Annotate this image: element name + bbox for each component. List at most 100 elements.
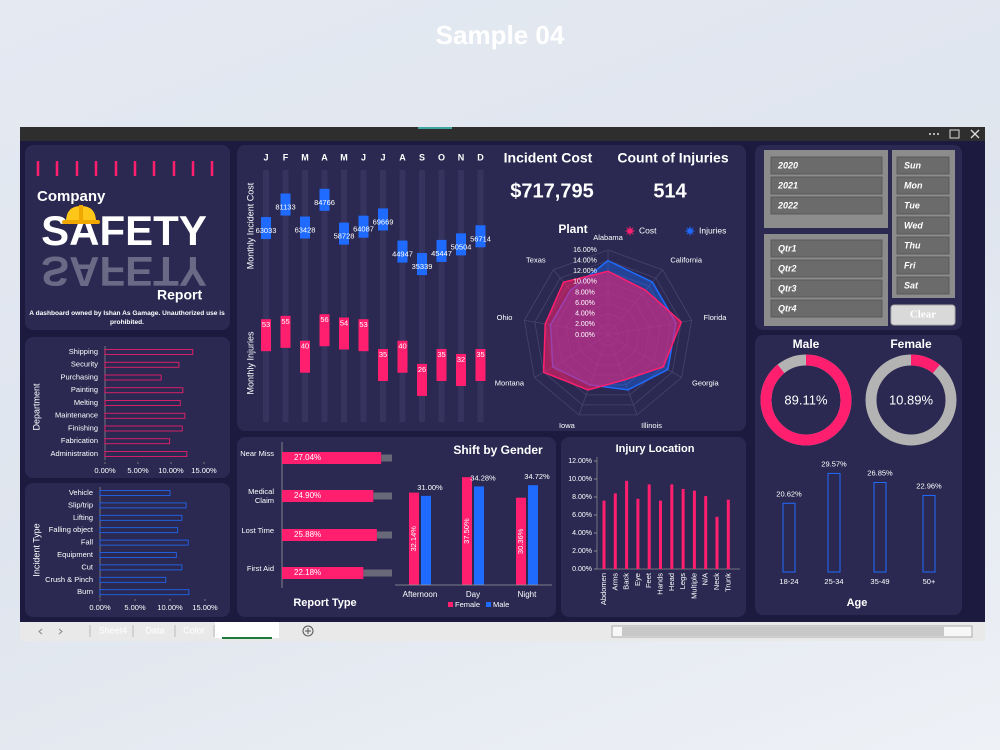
marker: [475, 349, 486, 381]
x-tick-label: 15.00%: [191, 466, 217, 475]
x-tick-label: Hands: [655, 573, 664, 595]
x-tick-label: 15.00%: [192, 603, 218, 612]
slicer-button[interactable]: [770, 196, 883, 215]
category-label: Painting: [71, 385, 98, 394]
category-label: Alabama: [593, 233, 623, 242]
slicer-label[interactable]: 2021: [777, 180, 798, 190]
data-label: 40: [398, 342, 406, 351]
slicer-label[interactable]: Qtr2: [778, 263, 797, 273]
legend-marker: [624, 225, 636, 237]
sheet-nav[interactable]: [38, 628, 63, 635]
slicer-button[interactable]: [896, 156, 950, 175]
slicer-label[interactable]: Qtr3: [778, 283, 797, 293]
y-axis-label: Incident Type: [31, 523, 41, 576]
bar: [99, 527, 179, 534]
slicer-button[interactable]: [896, 196, 950, 215]
r-tick-label: 6.00%: [575, 300, 595, 307]
data-label: 27.04%: [294, 453, 321, 462]
slicer-label[interactable]: Sat: [904, 280, 919, 290]
bar: [99, 539, 189, 546]
slicer-button[interactable]: [770, 176, 883, 195]
r-tick-label: 16.00%: [573, 247, 597, 254]
scroll-thumb[interactable]: [622, 627, 944, 636]
slicer-label[interactable]: Fri: [904, 260, 916, 270]
slicer-button[interactable]: [896, 236, 950, 255]
x-tick-label: J: [380, 152, 385, 162]
hard-hat: [62, 205, 100, 224]
decor-ticks: [36, 161, 214, 176]
brand-report: Report: [157, 287, 202, 303]
bar: [421, 495, 431, 585]
bar: [659, 500, 662, 569]
data-label: 26.85%: [867, 468, 893, 477]
data-label: 25.88%: [294, 530, 321, 539]
bar: [104, 374, 162, 381]
x-tick-label: 50+: [923, 577, 936, 586]
close-icon[interactable]: [970, 129, 980, 139]
restore-icon[interactable]: [949, 129, 960, 139]
donut-arc: [760, 354, 852, 446]
data-label: 22.18%: [294, 568, 321, 577]
legend-label: Male: [493, 600, 509, 609]
x-tick-label: N: [458, 152, 465, 162]
x-tick-label: D: [477, 152, 484, 162]
clear-button[interactable]: [890, 304, 956, 326]
sheet-tab[interactable]: Sheet4: [99, 625, 128, 635]
bar: [715, 516, 719, 569]
slicer-button[interactable]: [896, 276, 950, 295]
slicer-button[interactable]: [770, 239, 883, 258]
sheet-tab[interactable]: Data: [145, 625, 164, 635]
x-tick-label: M: [340, 152, 348, 162]
bar: [104, 451, 188, 457]
chart-title: Male: [793, 337, 820, 351]
y-tick-label: 8.00%: [572, 494, 592, 501]
slicer-button[interactable]: [896, 176, 950, 195]
brand-caption: A dashboard owned by Ishan As Gamage. Un…: [29, 310, 225, 326]
slicer-button[interactable]: [770, 156, 883, 175]
slicer-button[interactable]: [896, 256, 950, 275]
slicer-label[interactable]: Mon: [904, 180, 923, 190]
slicer-label[interactable]: Qtr1: [778, 243, 797, 253]
slicer-label[interactable]: Qtr4: [778, 303, 797, 313]
slicer-label[interactable]: Thu: [904, 240, 921, 250]
slicer-label[interactable]: 2020: [777, 160, 798, 170]
x-tick-label: Night: [518, 590, 537, 599]
data-label: 44947: [392, 250, 413, 259]
sheet-tab[interactable]: Dashboard: [223, 625, 270, 635]
category-label: Fall: [81, 538, 93, 547]
slicer-label[interactable]: Sun: [904, 160, 922, 170]
slicer-button[interactable]: [770, 299, 883, 318]
bar: [99, 502, 187, 509]
marker: [456, 353, 466, 386]
category-label: Falling object: [49, 525, 94, 534]
x-tick-label: 0.00%: [94, 466, 116, 475]
x-tick-label: J: [361, 152, 366, 162]
slicer-button[interactable]: [770, 259, 883, 278]
add-sheet[interactable]: [302, 625, 314, 637]
active-tab[interactable]: [215, 622, 279, 638]
slicer-button[interactable]: [770, 279, 883, 298]
sheet-tab[interactable]: Color: [183, 625, 205, 635]
data-label: 53: [262, 320, 270, 329]
brand-safety-reflection: SAFETY: [41, 248, 207, 295]
slicer-label[interactable]: Wed: [904, 220, 923, 230]
legend-label: Injuries: [699, 225, 726, 235]
x-tick-label: N/A: [701, 573, 710, 586]
category-label: Fabrication: [61, 436, 98, 445]
grid-ring: [534, 260, 682, 406]
x-tick-label: 10.00%: [157, 603, 183, 612]
category-label: Purchasing: [60, 372, 98, 381]
x-tick-label: Back: [622, 573, 631, 590]
legend-swatch: [486, 602, 491, 607]
category-label: Medical Claim: [248, 487, 274, 505]
data-label: 56714: [470, 234, 491, 243]
slicer-label[interactable]: Tue: [904, 200, 920, 210]
more-icon[interactable]: [929, 133, 939, 135]
bar: [670, 484, 674, 569]
bar: [282, 490, 374, 502]
clear-label[interactable]: Clear: [910, 309, 936, 321]
slicer-label[interactable]: 2022: [777, 200, 798, 210]
x-tick-label: Neck: [712, 573, 721, 590]
bar: [99, 514, 183, 521]
slicer-button[interactable]: [896, 216, 950, 235]
